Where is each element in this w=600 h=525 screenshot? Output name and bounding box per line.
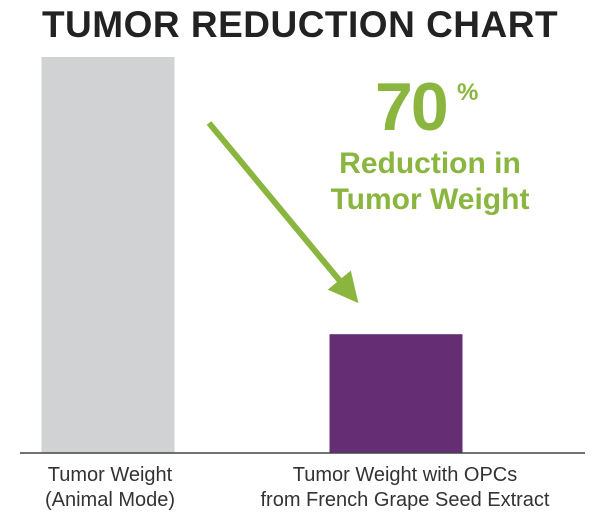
reduction-percent-sign: % bbox=[457, 79, 479, 106]
reduction-percent-value: 70 bbox=[375, 69, 449, 145]
chart-title: TUMOR REDUCTION CHART bbox=[41, 4, 559, 45]
reduction-arrow bbox=[206, 121, 359, 304]
bar-tumor-weight-opcs bbox=[329, 334, 463, 453]
x-tick-label-tumor-weight: Tumor Weight (Animal Mode) bbox=[44, 464, 176, 511]
x-tick-label-tumor-weight-opcs: Tumor Weight with OPCs from French Grape… bbox=[260, 464, 550, 511]
bar-tumor-weight bbox=[41, 57, 175, 453]
reduction-callout-text: Reduction in Tumor Weight bbox=[330, 147, 530, 216]
